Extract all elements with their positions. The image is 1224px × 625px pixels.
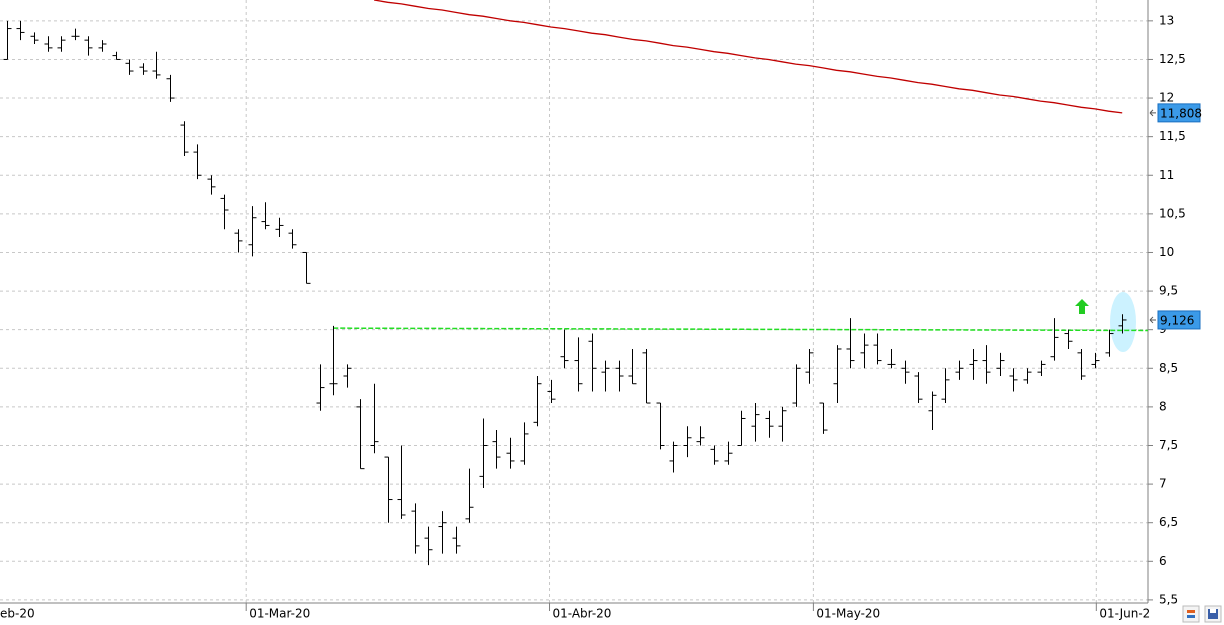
last-value-label: 11,808 — [1160, 106, 1202, 120]
last-value-pointer — [1149, 316, 1156, 324]
moving-average-line — [373, 0, 1123, 114]
y-tick-label: 7,5 — [1159, 438, 1178, 452]
y-tick-label: 11,5 — [1159, 129, 1186, 143]
icon-part — [1210, 609, 1216, 613]
y-tick-label: 9,5 — [1159, 284, 1178, 298]
up-arrow — [1075, 299, 1089, 314]
y-tick-label: 8 — [1159, 399, 1167, 413]
y-tick-label: 6 — [1159, 554, 1167, 568]
icon-part — [1187, 615, 1195, 618]
x-tick-label: 01-Abr-20 — [553, 607, 612, 621]
x-tick-label: 01-Jun-2 — [1099, 607, 1150, 621]
settings-icon[interactable] — [1182, 605, 1200, 623]
x-tick-label: 01-May-20 — [816, 607, 880, 621]
y-tick-label: 8,5 — [1159, 361, 1178, 375]
y-tick-label: 10 — [1159, 245, 1174, 259]
y-tick-label: 5,5 — [1159, 592, 1178, 606]
y-tick-label: 6,5 — [1159, 515, 1178, 529]
y-tick-label: 10,5 — [1159, 206, 1186, 220]
x-axis-band — [0, 603, 1224, 625]
y-tick-label: 7 — [1159, 477, 1167, 491]
last-value-box — [1157, 103, 1201, 123]
icon-part — [1187, 610, 1195, 613]
icon-part — [1208, 609, 1218, 619]
level-line — [333, 327, 1149, 332]
last-value-label: 9,126 — [1160, 313, 1194, 327]
y-tick-label: 13 — [1159, 13, 1174, 27]
y-tick-label: 12 — [1159, 91, 1174, 105]
x-tick-label: 01-Mar-20 — [249, 607, 310, 621]
x-tick-label: eb-20 — [0, 607, 35, 621]
last-value-pointer — [1149, 109, 1156, 117]
last-value-box — [1157, 310, 1201, 330]
y-tick-label: 11 — [1159, 168, 1174, 182]
y-tick-label: 12,5 — [1159, 52, 1186, 66]
toolbar-icons — [1182, 605, 1222, 623]
